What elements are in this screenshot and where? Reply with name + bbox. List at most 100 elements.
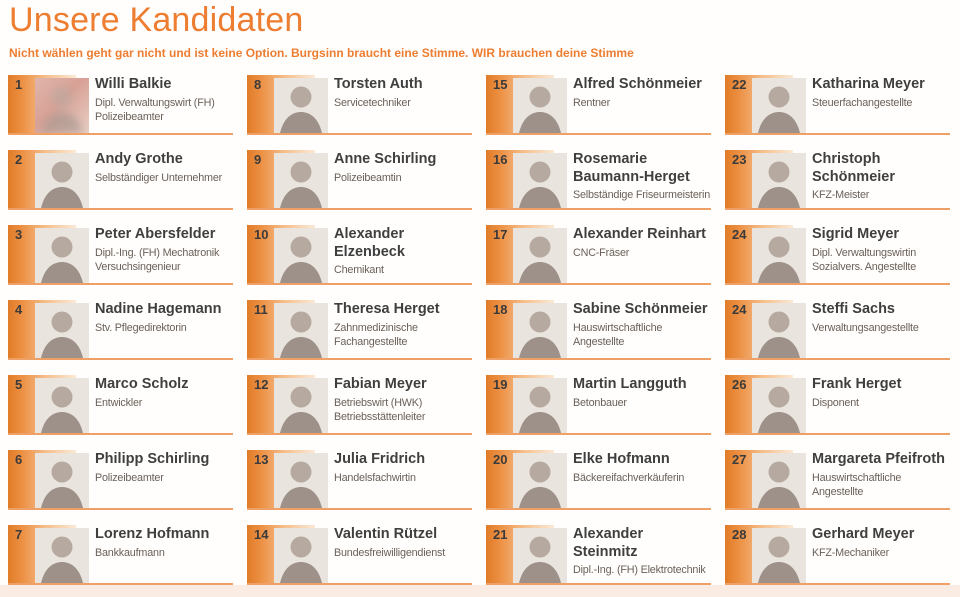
candidate-role: Bundesfreiwilligendienst — [334, 546, 446, 559]
candidate-number: 13 — [254, 452, 269, 467]
candidate-role: Zahnmedizinische Fachangestellte — [334, 321, 418, 348]
person-silhouette-icon — [41, 536, 83, 583]
candidate-photo — [513, 153, 567, 208]
candidate-number: 17 — [493, 227, 508, 242]
person-silhouette-icon — [519, 386, 561, 433]
candidate-photo — [513, 78, 567, 133]
candidate-number: 19 — [493, 377, 508, 392]
candidate-number: 3 — [15, 227, 23, 242]
candidate-name: Fabian Meyer — [334, 376, 427, 392]
candidate-number: 16 — [493, 152, 508, 167]
candidate-role: Bäckereifachverkäuferin — [573, 471, 685, 484]
person-silhouette-icon — [519, 161, 561, 208]
person-silhouette-icon — [519, 461, 561, 508]
candidate-number: 10 — [254, 227, 269, 242]
footer-band — [0, 585, 960, 597]
candidate-card: 12 Fabian Meyer Betriebswirt (HWK) Betri… — [247, 375, 472, 435]
person-silhouette-icon — [758, 236, 800, 283]
candidate-name: Alexander Elzenbeck — [334, 226, 405, 260]
person-silhouette-icon — [41, 236, 83, 283]
candidate-photo — [274, 378, 328, 433]
candidate-card: 3 Peter Abersfelder Dipl.-Ing. (FH) Mech… — [8, 225, 233, 285]
candidate-name: Philipp Schirling — [95, 451, 210, 467]
candidate-card: 16 Rosemarie Baumann-Herget Selbständige… — [486, 150, 711, 210]
candidate-name: Valentin Rützel — [334, 526, 438, 542]
candidate-role: Chemikant — [334, 264, 384, 277]
person-silhouette-icon — [758, 386, 800, 433]
candidate-role: Dipl.-Ing. (FH) Elektrotechnik — [573, 564, 706, 577]
candidate-number: 12 — [254, 377, 269, 392]
person-silhouette-icon — [41, 461, 83, 508]
person-silhouette-icon — [280, 536, 322, 583]
candidate-name: Torsten Auth — [334, 76, 423, 92]
candidate-number: 18 — [493, 302, 508, 317]
candidate-card: 20 Elke Hofmann Bäckereifachverkäuferin — [486, 450, 711, 510]
candidate-photo — [35, 453, 89, 508]
candidate-name: Andy Grothe — [95, 151, 183, 167]
candidate-info: Alexander Reinhart CNC-Fräser — [573, 225, 711, 260]
person-silhouette-icon — [280, 236, 322, 283]
page-title: Unsere Kandidaten — [9, 1, 304, 39]
person-silhouette-icon — [519, 86, 561, 133]
candidate-photo — [35, 378, 89, 433]
candidate-card: 13 Julia Fridrich Handelsfachwirtin — [247, 450, 472, 510]
candidate-photo — [752, 528, 806, 583]
candidate-photo — [752, 78, 806, 133]
candidate-role: Servicetechniker — [334, 96, 411, 109]
candidate-name: Nadine Hagemann — [95, 301, 222, 317]
candidate-card: 7 Lorenz Hofmann Bankkaufmann — [8, 525, 233, 585]
candidate-info: Anne Schirling Polizeibeamtin — [334, 150, 472, 185]
person-silhouette-icon — [280, 311, 322, 358]
person-silhouette-icon — [758, 461, 800, 508]
candidate-role: Steuerfachangestellte — [812, 96, 913, 109]
candidate-card: 1 Willi Balkie Dipl. Verwaltungswirt (FH… — [8, 75, 233, 135]
page-subtitle: Nicht wählen geht gar nicht und ist kein… — [9, 46, 634, 60]
candidate-photo — [274, 303, 328, 358]
candidate-info: Sabine Schönmeier Hauswirtschaftliche An… — [573, 300, 711, 349]
candidate-card: 21 Alexander Steinmitz Dipl.-Ing. (FH) E… — [486, 525, 711, 585]
candidate-number: 1 — [15, 77, 23, 92]
candidate-photo — [513, 378, 567, 433]
candidate-name: Theresa Herget — [334, 301, 440, 317]
candidate-name: Alfred Schönmeier — [573, 76, 702, 92]
candidate-card: 6 Philipp Schirling Polizeibeamter — [8, 450, 233, 510]
candidate-photo — [513, 303, 567, 358]
candidate-role: Selbständiger Unternehmer — [95, 171, 223, 184]
candidate-card: 17 Alexander Reinhart CNC-Fräser — [486, 225, 711, 285]
candidate-role: Dipl.-Ing. (FH) Mechatronik Versuchsinge… — [95, 246, 220, 273]
candidate-photo — [35, 153, 89, 208]
candidate-info: Alfred Schönmeier Rentner — [573, 75, 711, 110]
candidate-card: 4 Nadine Hagemann Stv. Pflegedirektorin — [8, 300, 233, 360]
candidate-photo — [274, 528, 328, 583]
candidate-name: Gerhard Meyer — [812, 526, 915, 542]
candidate-info: Steffi Sachs Verwaltungsangestellte — [812, 300, 950, 335]
candidate-number: 2 — [15, 152, 23, 167]
person-silhouette-icon — [519, 236, 561, 283]
candidate-card: 23 Christoph Schönmeier KFZ-Meister — [725, 150, 950, 210]
candidate-card: 15 Alfred Schönmeier Rentner — [486, 75, 711, 135]
candidate-info: Katharina Meyer Steuerfachangestellte — [812, 75, 950, 110]
candidate-info: Rosemarie Baumann-Herget Selbständige Fr… — [573, 150, 711, 203]
candidate-number: 15 — [493, 77, 508, 92]
candidate-role: Selbständige Friseurmeisterin — [573, 189, 711, 202]
candidate-photo — [35, 78, 89, 133]
candidate-photo — [752, 453, 806, 508]
candidate-photo — [752, 378, 806, 433]
candidate-role: Disponent — [812, 396, 859, 409]
candidate-photo — [274, 153, 328, 208]
candidate-card: 22 Katharina Meyer Steuerfachangestellte — [725, 75, 950, 135]
candidate-role: Stv. Pflegedirektorin — [95, 321, 187, 334]
candidate-card: 24 Sigrid Meyer Dipl. Verwaltungswirtin … — [725, 225, 950, 285]
candidate-role: Polizeibeamter — [95, 471, 164, 484]
person-silhouette-icon — [758, 161, 800, 208]
candidate-name: Sigrid Meyer — [812, 226, 900, 242]
candidate-name: Alexander Steinmitz — [573, 526, 644, 560]
person-silhouette-icon — [41, 311, 83, 358]
candidate-info: Willi Balkie Dipl. Verwaltungswirt (FH) … — [95, 75, 233, 124]
candidate-card: 26 Frank Herget Disponent — [725, 375, 950, 435]
person-silhouette-icon — [758, 311, 800, 358]
candidate-name: Anne Schirling — [334, 151, 437, 167]
person-silhouette-icon — [280, 386, 322, 433]
person-silhouette-icon — [758, 536, 800, 583]
